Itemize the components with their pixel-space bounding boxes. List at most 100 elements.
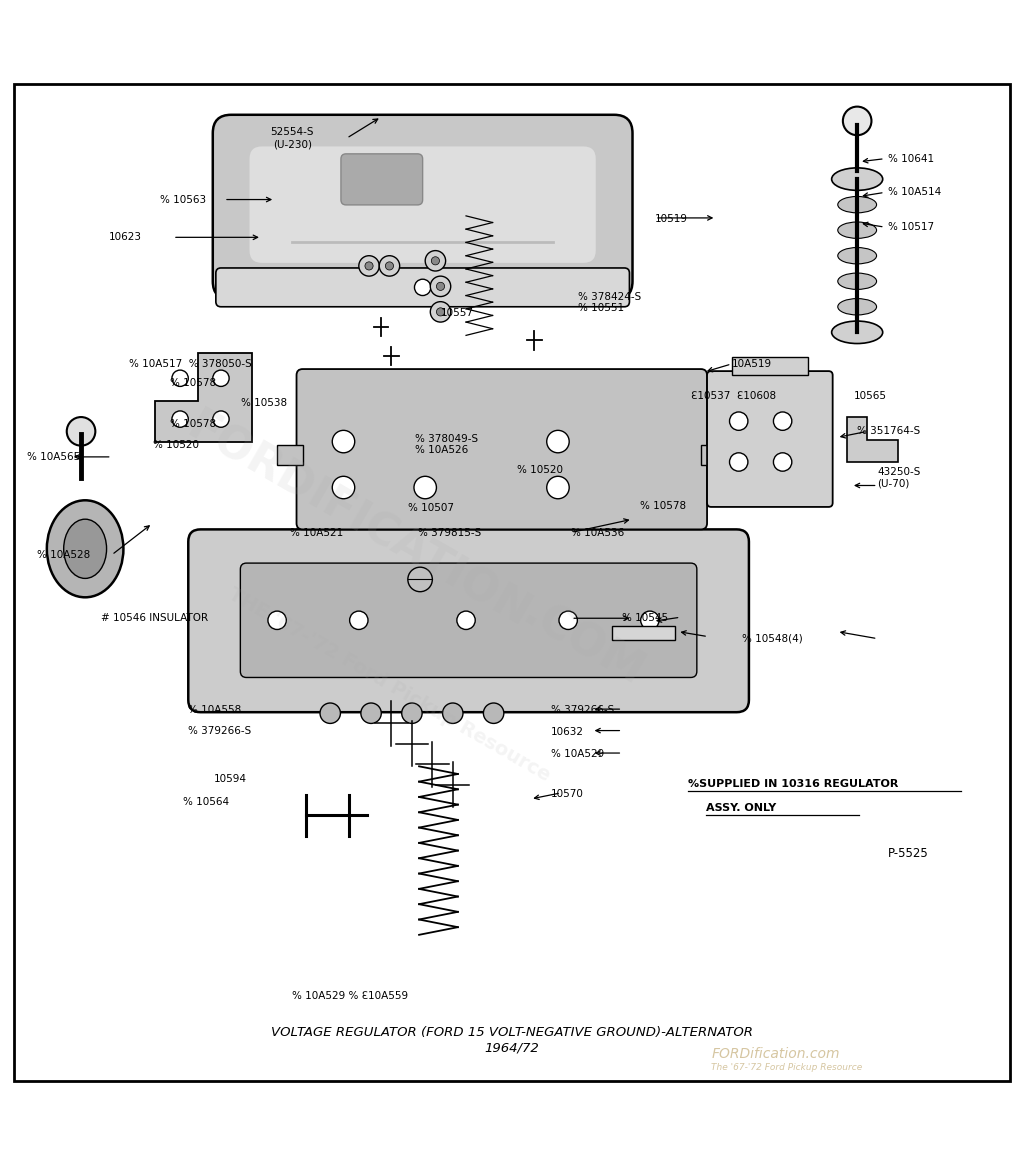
Text: % 378424-S
% 10551: % 378424-S % 10551 [579, 292, 642, 313]
Text: % 10A514: % 10A514 [888, 188, 941, 197]
Text: % 10A517  % 378050-S: % 10A517 % 378050-S [129, 359, 252, 369]
Bar [612, 627, 676, 640]
Ellipse shape [838, 223, 877, 239]
Text: % 10507: % 10507 [408, 503, 454, 513]
Circle shape [431, 256, 439, 264]
Text: 10570: 10570 [551, 789, 584, 799]
Text: 52554-S
(U-230): 52554-S (U-230) [270, 127, 314, 149]
Circle shape [172, 411, 188, 428]
Text: % 10A528: % 10A528 [37, 550, 90, 560]
Text: % 10563: % 10563 [160, 195, 206, 205]
Circle shape [430, 302, 451, 322]
Text: % 10578: % 10578 [170, 419, 216, 429]
Circle shape [436, 282, 444, 290]
Text: 10623: 10623 [109, 232, 141, 242]
Circle shape [360, 702, 381, 723]
Circle shape [349, 612, 368, 629]
Circle shape [415, 280, 431, 296]
Text: % 10A529: % 10A529 [551, 749, 604, 760]
Text: FORDification.com: FORDification.com [711, 1047, 840, 1061]
Text: % 379266-S: % 379266-S [551, 705, 614, 715]
FancyBboxPatch shape [707, 372, 833, 507]
Circle shape [365, 262, 373, 270]
Ellipse shape [838, 324, 877, 340]
Text: % 10548(4): % 10548(4) [741, 634, 803, 644]
Circle shape [547, 476, 569, 499]
Text: 10565: 10565 [854, 390, 887, 401]
Text: 43250-S
(U-70): 43250-S (U-70) [878, 466, 921, 488]
Text: % 10564: % 10564 [183, 797, 229, 807]
Text: % 379815-S: % 379815-S [418, 529, 481, 538]
Circle shape [641, 612, 659, 629]
Text: ASSY. ONLY: ASSY. ONLY [706, 804, 776, 813]
Ellipse shape [838, 171, 877, 188]
Polygon shape [847, 417, 898, 463]
Circle shape [401, 702, 422, 723]
Circle shape [773, 453, 792, 471]
Text: % 10578: % 10578 [170, 379, 216, 388]
Text: % 10520: % 10520 [153, 439, 199, 450]
Circle shape [321, 702, 340, 723]
Text: % 10517: % 10517 [888, 223, 934, 232]
Circle shape [430, 276, 451, 297]
Text: VOLTAGE REGULATOR (FORD 15 VOLT-NEGATIVE GROUND)-ALTERNATOR
1964/72: VOLTAGE REGULATOR (FORD 15 VOLT-NEGATIVE… [271, 1026, 753, 1054]
Text: 10519: 10519 [655, 214, 688, 224]
Text: % 10A529 % ℇ10A559: % 10A529 % ℇ10A559 [293, 991, 409, 1001]
Circle shape [773, 412, 792, 430]
Text: 10A519: 10A519 [731, 359, 772, 369]
Ellipse shape [838, 247, 877, 264]
Text: THE '67-'72 Ford Pickup Resource: THE '67-'72 Ford Pickup Resource [225, 585, 554, 785]
FancyBboxPatch shape [297, 369, 707, 529]
Ellipse shape [831, 322, 883, 344]
Circle shape [559, 612, 578, 629]
Circle shape [332, 430, 354, 453]
Text: 10632: 10632 [551, 727, 584, 736]
Text: % 10641: % 10641 [888, 154, 934, 164]
FancyBboxPatch shape [241, 563, 697, 678]
Circle shape [425, 250, 445, 271]
Circle shape [442, 702, 463, 723]
Text: FORDIFICATION: FORDIFICATION [179, 405, 538, 637]
Circle shape [213, 411, 229, 428]
Text: % 351764-S: % 351764-S [857, 426, 921, 437]
Circle shape [843, 107, 871, 135]
Text: % 10520: % 10520 [517, 465, 563, 475]
Ellipse shape [838, 298, 877, 315]
Circle shape [358, 255, 379, 276]
Ellipse shape [63, 520, 106, 578]
Bar [278, 445, 303, 465]
Ellipse shape [831, 168, 883, 190]
Text: P-5525: P-5525 [888, 847, 929, 860]
Bar [731, 356, 808, 375]
Text: % 10578: % 10578 [640, 501, 686, 511]
FancyBboxPatch shape [341, 154, 423, 205]
Circle shape [385, 262, 393, 270]
Text: The '67-'72 Ford Pickup Resource: The '67-'72 Ford Pickup Resource [711, 1064, 862, 1072]
Text: 10594: 10594 [214, 774, 247, 784]
Ellipse shape [47, 500, 124, 598]
Polygon shape [155, 353, 252, 442]
Text: % 10545: % 10545 [623, 613, 669, 623]
FancyBboxPatch shape [188, 529, 749, 712]
Text: .COM: .COM [516, 592, 651, 696]
Circle shape [213, 370, 229, 387]
Circle shape [408, 567, 432, 592]
Text: % 378049-S
% 10A526: % 378049-S % 10A526 [415, 433, 478, 456]
Circle shape [379, 255, 399, 276]
FancyBboxPatch shape [250, 147, 596, 263]
Circle shape [729, 453, 748, 471]
Circle shape [172, 370, 188, 387]
Text: % 10A558: % 10A558 [188, 705, 242, 715]
Text: %SUPPLIED IN 10316 REGULATOR: %SUPPLIED IN 10316 REGULATOR [688, 778, 898, 789]
Bar [700, 445, 726, 465]
Circle shape [268, 612, 287, 629]
Text: % 10A521: % 10A521 [291, 529, 344, 538]
Text: 10557: 10557 [440, 308, 473, 318]
Text: # 10546 INSULATOR: # 10546 INSULATOR [101, 613, 209, 623]
Circle shape [67, 417, 95, 446]
Text: % 379266-S: % 379266-S [188, 726, 252, 735]
Ellipse shape [838, 197, 877, 213]
FancyBboxPatch shape [216, 268, 630, 306]
Circle shape [414, 476, 436, 499]
Circle shape [457, 612, 475, 629]
